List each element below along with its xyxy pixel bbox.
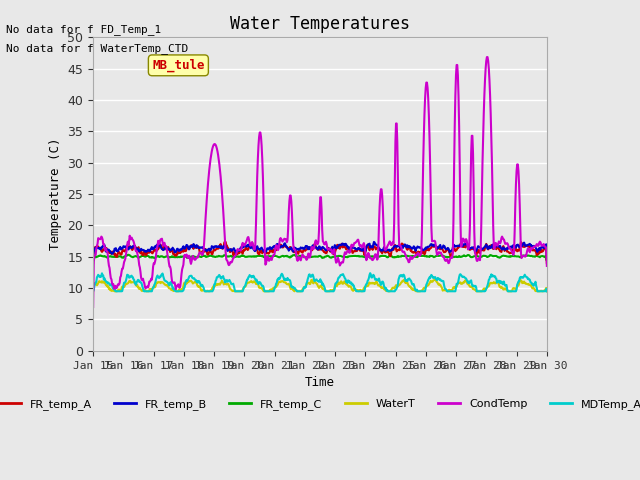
- FR_temp_C: [215, 253, 223, 259]
- WaterT: [374, 283, 382, 288]
- MDTemp_A: [90, 288, 97, 294]
- FR_temp_A: [543, 260, 550, 266]
- CondTemp: [190, 256, 198, 262]
- FR_temp_C: [90, 257, 97, 263]
- WaterT: [90, 288, 97, 294]
- MDTemp_A: [388, 288, 396, 294]
- CondTemp: [90, 304, 97, 310]
- Y-axis label: Temperature (C): Temperature (C): [49, 138, 62, 251]
- FR_temp_C: [191, 254, 198, 260]
- FR_temp_B: [370, 239, 378, 245]
- FR_temp_B: [543, 254, 550, 260]
- FR_temp_C: [97, 253, 105, 259]
- CondTemp: [483, 54, 491, 60]
- Title: Water Temperatures: Water Temperatures: [230, 15, 410, 33]
- Line: FR_temp_A: FR_temp_A: [93, 242, 547, 263]
- MDTemp_A: [366, 270, 374, 276]
- MDTemp_A: [543, 288, 550, 294]
- FR_temp_B: [144, 247, 152, 252]
- Line: FR_temp_B: FR_temp_B: [93, 242, 547, 257]
- WaterT: [543, 288, 550, 294]
- FR_temp_C: [125, 252, 132, 258]
- CondTemp: [388, 242, 396, 248]
- WaterT: [388, 286, 396, 292]
- FR_temp_A: [90, 260, 97, 266]
- FR_temp_B: [214, 244, 222, 250]
- MDTemp_A: [375, 276, 383, 281]
- CondTemp: [144, 285, 152, 290]
- FR_temp_A: [144, 250, 152, 255]
- FR_temp_B: [90, 254, 97, 260]
- CondTemp: [374, 243, 382, 249]
- MDTemp_A: [97, 273, 105, 278]
- Line: FR_temp_C: FR_temp_C: [93, 255, 547, 260]
- Text: MB_tule: MB_tule: [152, 59, 205, 72]
- Text: No data for f WaterTemp_CTD: No data for f WaterTemp_CTD: [6, 43, 189, 54]
- CondTemp: [97, 234, 105, 240]
- FR_temp_B: [388, 246, 396, 252]
- FR_temp_A: [214, 246, 222, 252]
- FR_temp_C: [543, 257, 550, 263]
- Legend: FR_temp_A, FR_temp_B, FR_temp_C, WaterT, CondTemp, MDTemp_A: FR_temp_A, FR_temp_B, FR_temp_C, WaterT,…: [0, 395, 640, 414]
- Line: CondTemp: CondTemp: [93, 57, 547, 307]
- FR_temp_A: [97, 248, 105, 254]
- WaterT: [214, 281, 222, 287]
- FR_temp_A: [222, 239, 230, 245]
- WaterT: [431, 277, 439, 283]
- FR_temp_A: [388, 245, 396, 251]
- MDTemp_A: [144, 288, 152, 294]
- FR_temp_A: [190, 244, 198, 250]
- Text: No data for f FD_Temp_1: No data for f FD_Temp_1: [6, 24, 162, 35]
- FR_temp_B: [97, 245, 105, 251]
- FR_temp_B: [375, 245, 383, 251]
- WaterT: [144, 288, 152, 294]
- CondTemp: [214, 152, 222, 158]
- FR_temp_C: [388, 254, 396, 260]
- MDTemp_A: [214, 274, 222, 280]
- MDTemp_A: [190, 276, 198, 281]
- Line: MDTemp_A: MDTemp_A: [93, 273, 547, 291]
- Line: WaterT: WaterT: [93, 280, 547, 291]
- FR_temp_C: [145, 253, 152, 259]
- WaterT: [97, 280, 105, 286]
- FR_temp_A: [375, 247, 383, 252]
- FR_temp_B: [190, 242, 198, 248]
- X-axis label: Time: Time: [305, 376, 335, 389]
- FR_temp_C: [375, 254, 383, 260]
- WaterT: [190, 280, 198, 286]
- CondTemp: [543, 263, 550, 269]
